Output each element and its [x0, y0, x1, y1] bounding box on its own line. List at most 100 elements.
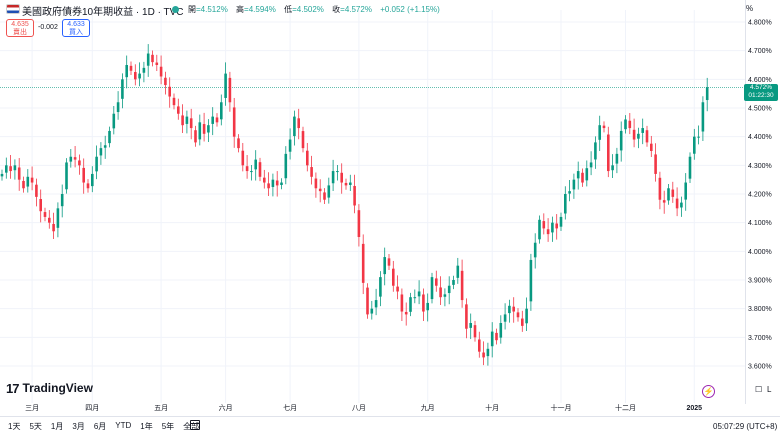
candle	[91, 166, 94, 193]
symbol-title[interactable]: 美國政府債券10年期收益 · 1D · TVC	[22, 7, 184, 18]
change-value: +0.052 (+1.15%)	[380, 5, 440, 14]
range-5y[interactable]: 5年	[161, 422, 175, 431]
candle-body	[594, 142, 597, 160]
candle-body	[684, 182, 687, 200]
spread-value: -0.002	[38, 24, 58, 31]
candle-body	[658, 177, 662, 200]
candle	[624, 115, 627, 134]
candle-body	[478, 339, 481, 352]
candle-body	[688, 156, 692, 179]
candle	[555, 214, 558, 240]
candle-body	[632, 129, 636, 140]
range-3m[interactable]: 3月	[72, 422, 85, 431]
range-1y[interactable]: 1年	[140, 422, 153, 431]
candle-body	[39, 199, 42, 212]
axis-settings-icon[interactable]: ☐	[755, 385, 763, 394]
candle-body	[650, 143, 653, 151]
candle-body	[172, 97, 176, 106]
candle-body	[297, 118, 300, 129]
sell-button[interactable]: 4.635 賣出	[6, 19, 34, 37]
candle	[35, 178, 38, 207]
candle	[559, 212, 563, 231]
candle-body	[555, 223, 558, 229]
candle-body	[301, 131, 305, 149]
candle-body	[35, 184, 38, 197]
candle-body	[151, 54, 154, 63]
y-tick-label: 4.400%	[748, 134, 772, 141]
y-tick-label: 4.000%	[748, 249, 772, 256]
candle-body	[366, 287, 369, 315]
candle-body	[220, 102, 223, 120]
candle-body	[607, 134, 610, 172]
candle-body	[426, 302, 429, 311]
candle	[138, 62, 141, 87]
candle	[387, 254, 391, 270]
candle	[108, 126, 111, 148]
y-tick-label: 4.500%	[748, 106, 772, 113]
range-ytd[interactable]: YTD	[115, 421, 132, 430]
candle	[220, 94, 223, 126]
candle-body	[465, 304, 468, 329]
candle-body	[121, 79, 124, 99]
candle-body	[5, 165, 8, 173]
candle	[688, 152, 692, 183]
candle	[508, 299, 511, 323]
y-tick-label: 3.600%	[748, 364, 772, 371]
calendar-icon[interactable]	[190, 420, 200, 430]
candle	[439, 276, 442, 305]
candle-body	[0, 173, 4, 177]
candle	[568, 179, 571, 202]
candle	[641, 118, 644, 145]
candle-body	[435, 278, 438, 286]
candle	[392, 260, 395, 292]
candle	[211, 107, 214, 136]
candle	[125, 55, 128, 89]
y-axis-ticks: 4.800% 4.700% 4.600% 4.500% 4.400% 4.300% 4.20…	[748, 20, 772, 371]
candle	[56, 202, 60, 238]
range-5d[interactable]: 5天	[29, 422, 42, 431]
last-price-badge: 4.572% 01:22:30	[744, 84, 778, 101]
candle-body	[680, 202, 683, 208]
lightning-icon[interactable]: ⚡	[702, 385, 715, 398]
candle-body	[194, 130, 197, 143]
range-1d[interactable]: 1天	[8, 422, 21, 431]
candle-body	[456, 265, 460, 278]
candle	[521, 310, 524, 332]
candle-body	[314, 178, 318, 189]
price-axis-divider	[745, 0, 746, 404]
candle	[430, 272, 434, 304]
candle-body	[280, 182, 283, 185]
candle-body	[241, 150, 245, 166]
range-1m[interactable]: 1月	[50, 422, 64, 431]
log-scale-button[interactable]: L	[767, 385, 772, 394]
candle	[271, 173, 275, 197]
candle-body	[521, 318, 524, 326]
candle	[452, 275, 455, 290]
candle	[344, 178, 348, 190]
candle-body	[430, 277, 434, 300]
market-open-icon	[172, 6, 179, 13]
candle	[447, 276, 451, 305]
candle-body	[250, 171, 253, 173]
candle	[168, 77, 171, 108]
candle	[258, 157, 262, 182]
candle	[129, 61, 133, 76]
tradingview-logo[interactable]: 17 TradingView	[6, 380, 93, 396]
candle-body	[327, 185, 331, 198]
candle	[13, 159, 17, 180]
candle-body	[602, 125, 606, 129]
candle-body	[452, 280, 455, 285]
buy-button[interactable]: 4.633 買入	[62, 19, 90, 37]
candle	[705, 77, 709, 112]
candle-body	[275, 180, 279, 186]
range-6m[interactable]: 6月	[93, 422, 107, 431]
candle	[538, 215, 541, 244]
candle-body	[232, 107, 236, 137]
candle	[602, 121, 606, 133]
candle	[146, 44, 150, 77]
candle	[615, 147, 619, 174]
high-value: =4.594%	[244, 5, 276, 14]
range-all[interactable]: 全部	[183, 422, 200, 431]
candle-body	[134, 72, 137, 80]
